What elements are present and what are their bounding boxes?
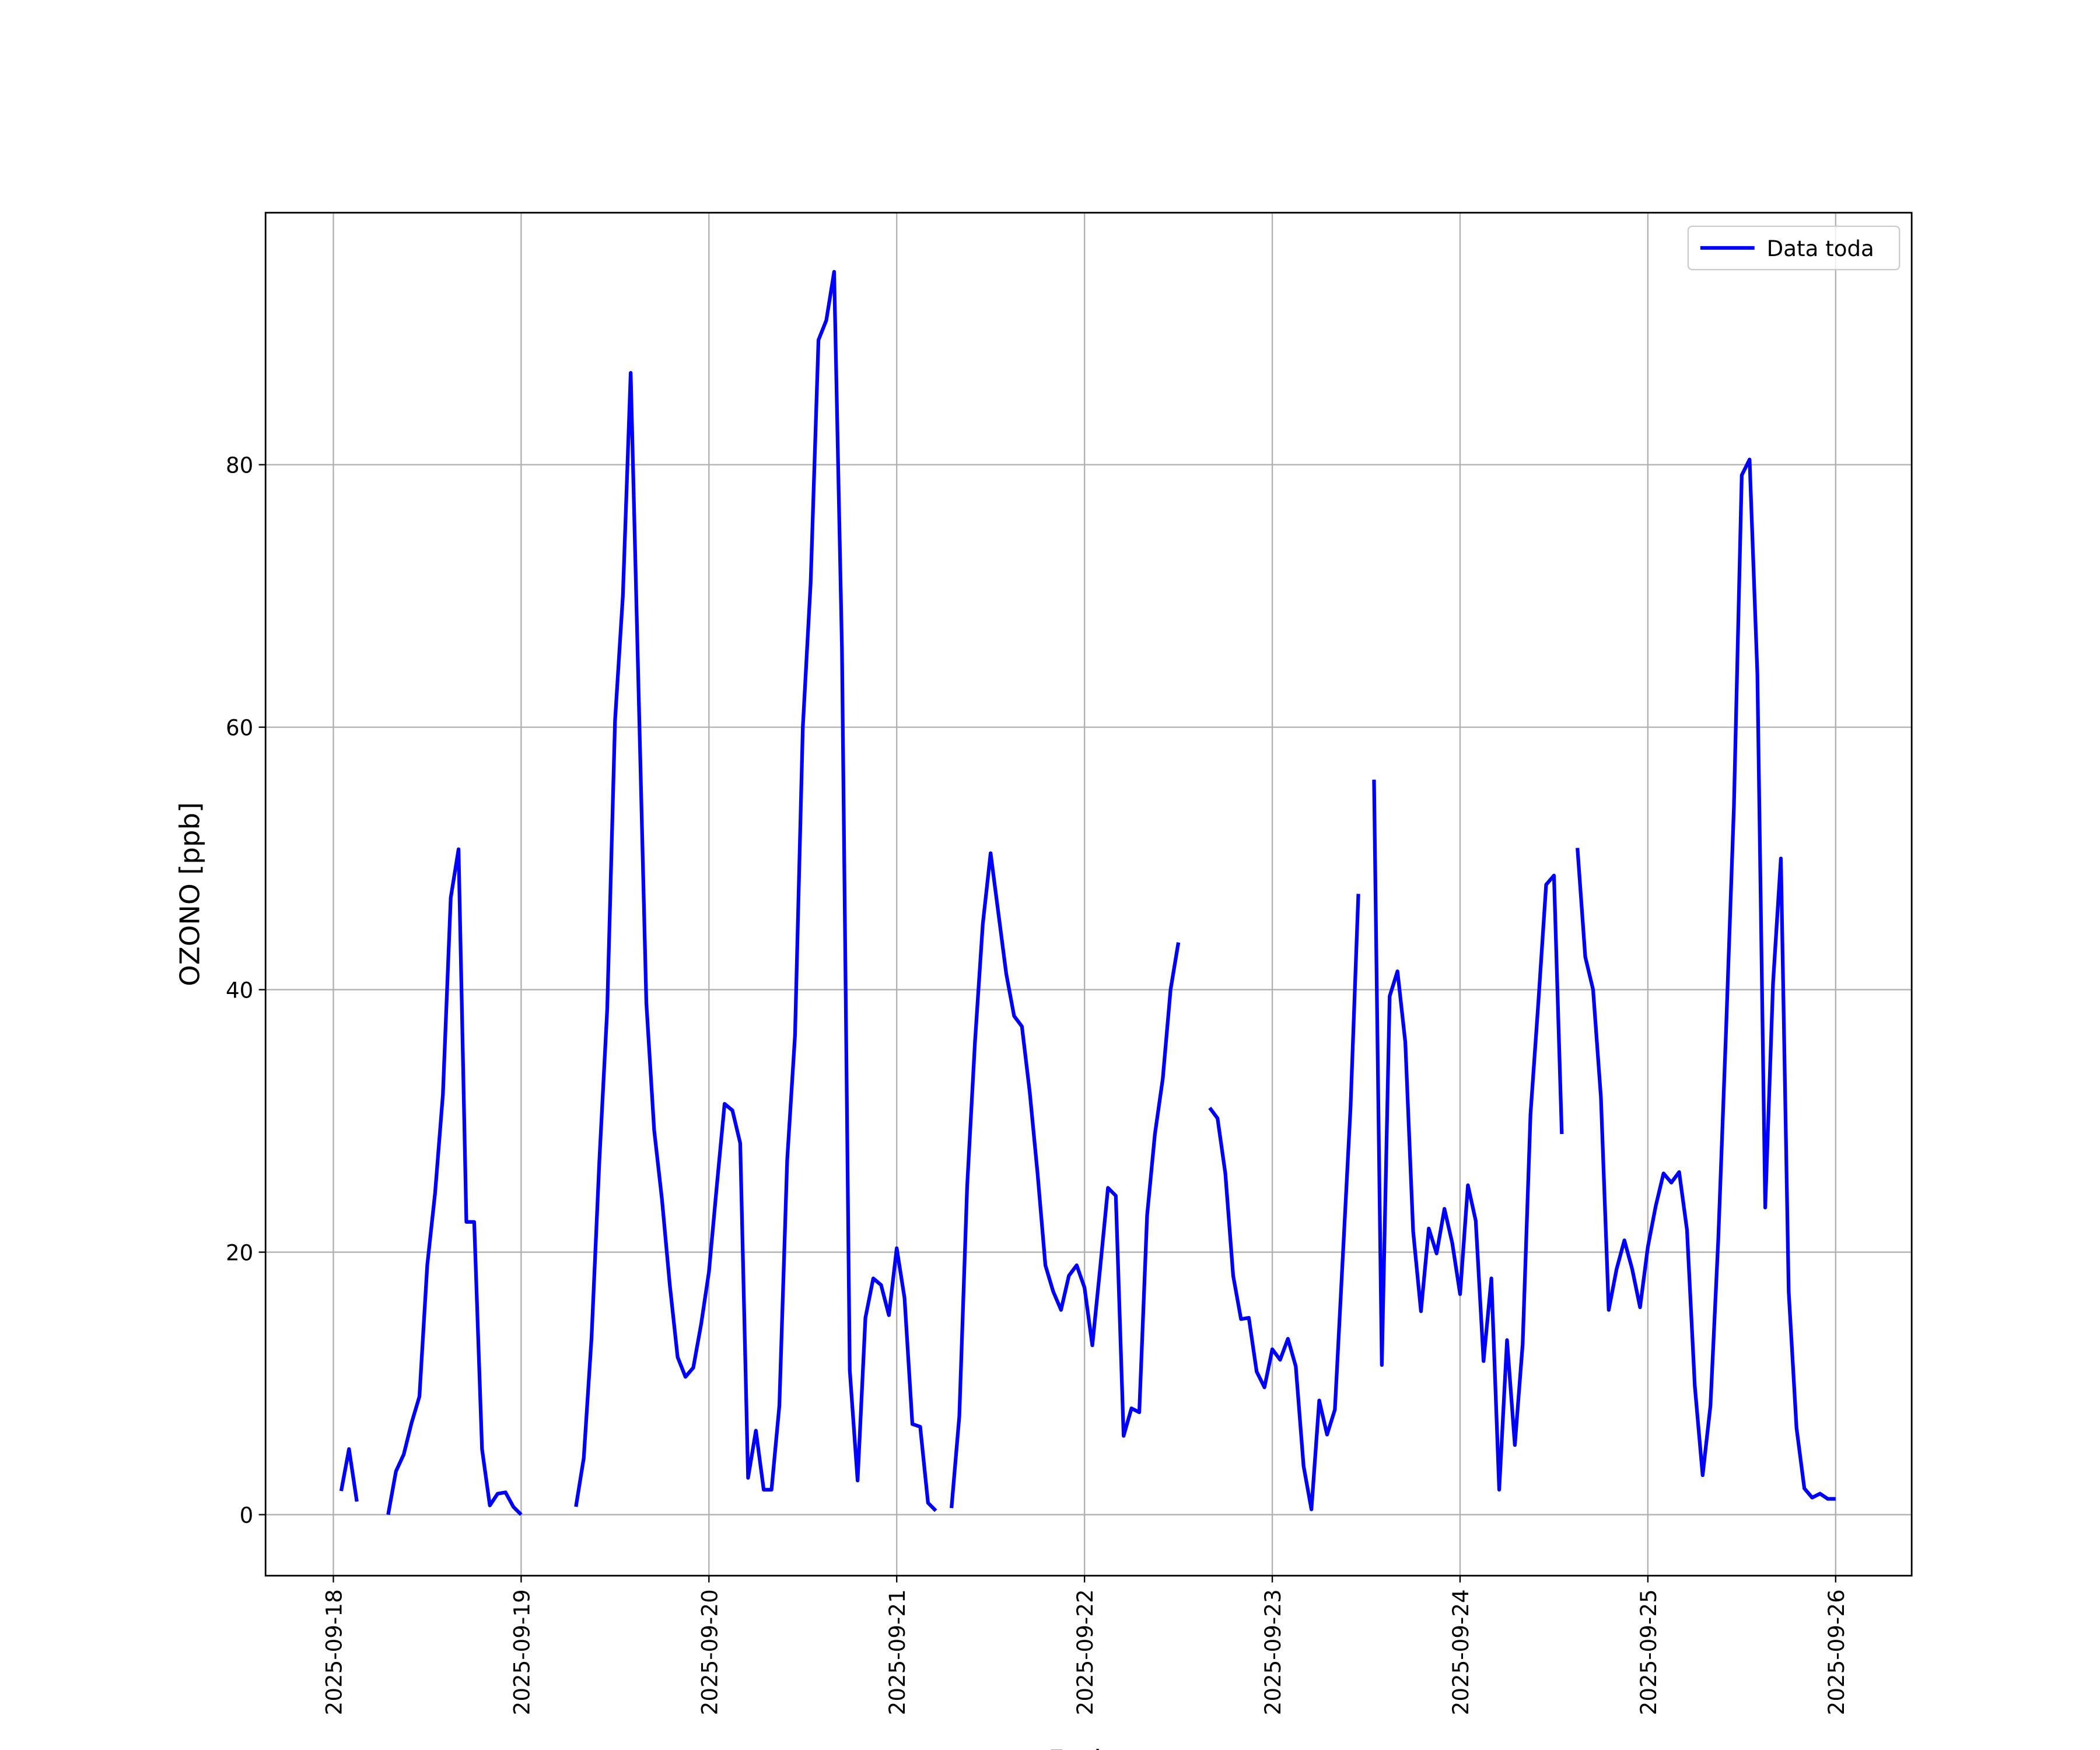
- legend-box: [1687, 225, 1901, 271]
- x-tick-label: 2025-09-23: [1261, 1589, 1286, 1715]
- x-tick-label: 2025-09-25: [1636, 1589, 1661, 1715]
- x-axis-label: Fecha: [1048, 1744, 1128, 1750]
- plot-frame: [264, 212, 1913, 1577]
- y-tick-label: 20: [226, 1240, 253, 1265]
- y-tick-label: 60: [226, 716, 253, 741]
- y-tick-label: 80: [226, 453, 253, 478]
- y-axis-label: OZONO [ppb]: [174, 802, 205, 986]
- x-tick-label: 2025-09-21: [885, 1589, 910, 1715]
- x-tick-label: 2025-09-24: [1448, 1589, 1474, 1715]
- y-tick-label: 40: [226, 978, 253, 1003]
- data-line: [339, 270, 1836, 1516]
- x-tick-label: 2025-09-26: [1824, 1589, 1849, 1715]
- x-tick-label: 2025-09-20: [697, 1589, 722, 1715]
- x-tick-label: 2025-09-22: [1073, 1589, 1098, 1715]
- y-tick-label: 0: [240, 1503, 254, 1528]
- x-tick-label: 2025-09-18: [321, 1589, 346, 1715]
- x-tick-label: 2025-09-19: [509, 1589, 534, 1715]
- legend-label: Data toda: [1767, 236, 1874, 261]
